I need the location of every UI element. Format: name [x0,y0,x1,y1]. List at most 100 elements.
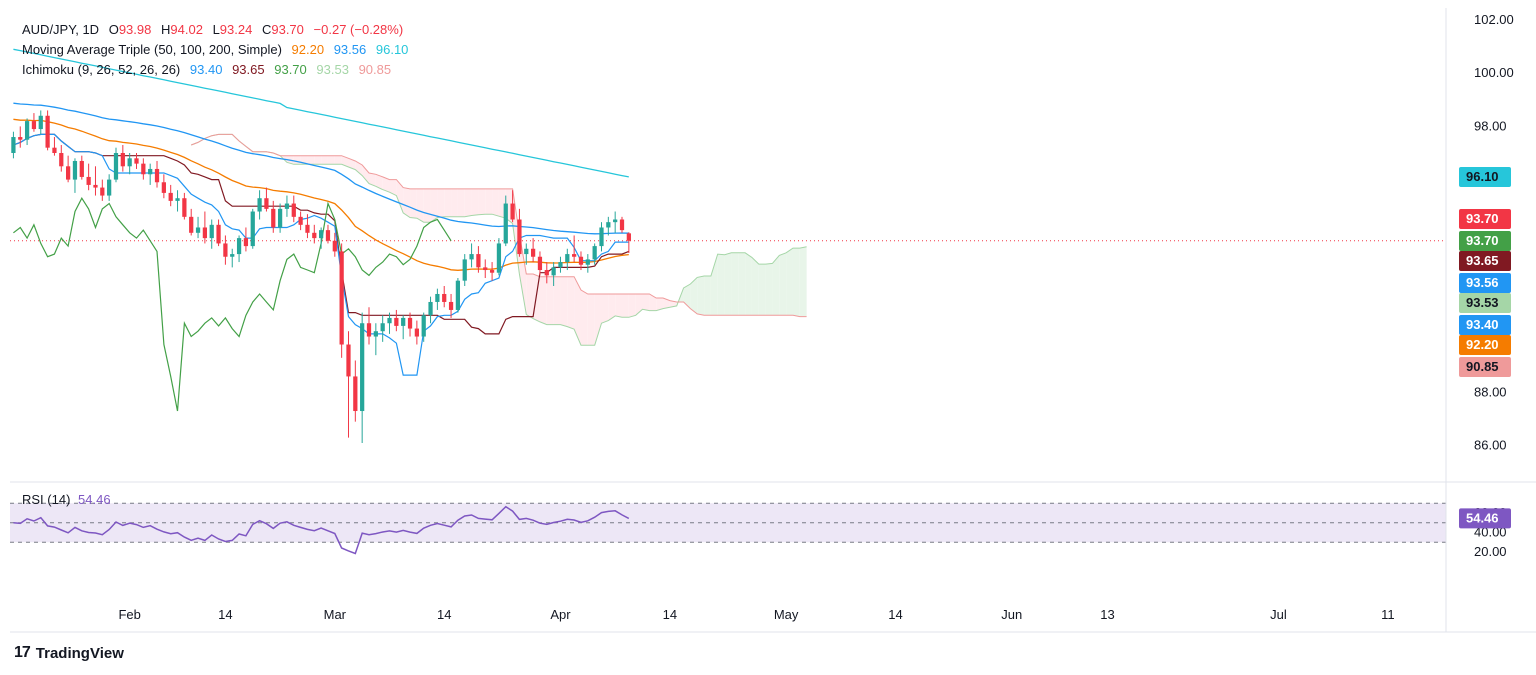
tradingview-logo[interactable]: 17 TradingView [14,644,124,662]
candle-body[interactable] [510,203,515,220]
candle-body[interactable] [592,246,597,260]
candle-body[interactable] [572,254,577,257]
ma-label[interactable]: Moving Average Triple (50, 100, 200, Sim… [22,42,282,57]
candle-body[interactable] [353,376,358,412]
ichimoku-label[interactable]: Ichimoku (9, 26, 52, 26, 26) [22,62,181,77]
candle-body[interactable] [401,317,406,326]
candle-body[interactable] [544,270,549,276]
candle-body[interactable] [86,176,91,185]
candle-body[interactable] [52,147,57,153]
candle-body[interactable] [619,219,625,231]
candle-body[interactable] [107,179,112,196]
candle-body[interactable] [613,219,618,223]
candle-body[interactable] [394,317,399,326]
candle-body[interactable] [517,219,522,255]
candle-body[interactable] [127,158,132,167]
candle-body[interactable] [599,227,604,247]
candle-body[interactable] [360,323,365,412]
candle-body[interactable] [483,267,488,271]
candle-body[interactable] [305,224,310,233]
candle-body[interactable] [428,301,433,316]
candle-body[interactable] [585,259,590,265]
candle-body[interactable] [503,203,508,244]
ichimoku-cloud-segment [471,188,479,216]
candle-body[interactable] [524,248,529,255]
candle-body[interactable] [59,153,64,167]
candle-body[interactable] [469,254,474,260]
candle-body[interactable] [325,230,331,241]
candle-body[interactable] [626,233,631,241]
candle-body[interactable] [414,328,419,337]
candle-body[interactable] [380,323,385,332]
candle-body[interactable] [202,227,208,239]
candle-body[interactable] [442,293,447,302]
candle-body[interactable] [537,256,543,271]
candle-body[interactable] [72,160,78,180]
candle-body[interactable] [448,301,454,310]
candle-body[interactable] [264,198,269,209]
candle-body[interactable] [223,243,228,257]
candle-body[interactable] [476,254,481,268]
candle-body[interactable] [271,208,276,228]
candle-body[interactable] [339,251,344,345]
candle-body[interactable] [45,115,50,148]
candle-body[interactable] [168,192,173,201]
candle-body[interactable] [148,168,153,175]
rsi-pane[interactable] [10,502,1446,555]
candle-body[interactable] [189,216,194,233]
candle-body[interactable] [558,262,563,268]
candle-body[interactable] [154,168,160,183]
candle-body[interactable] [421,315,426,337]
candle-body[interactable] [66,166,71,180]
candle-body[interactable] [435,293,440,302]
candle-body[interactable] [530,248,536,257]
candle-body[interactable] [100,187,105,196]
candle-body[interactable] [319,230,324,239]
candle-body[interactable] [31,121,37,130]
candle-body[interactable] [551,267,556,276]
candle-body[interactable] [496,243,502,273]
candle-body[interactable] [373,331,378,337]
candle-body[interactable] [79,160,84,177]
candle-body[interactable] [284,203,290,209]
candle-body[interactable] [113,153,119,180]
candle-body[interactable] [195,227,201,233]
candle-body[interactable] [489,270,495,273]
candle-body[interactable] [332,240,337,252]
candle-body[interactable] [366,323,372,337]
candle-body[interactable] [565,254,570,263]
candle-body[interactable] [298,216,303,225]
candle-body[interactable] [407,317,413,329]
candle-body[interactable] [134,158,139,164]
candle-body[interactable] [312,232,317,239]
candle-body[interactable] [250,211,255,247]
candle-body[interactable] [455,280,461,310]
candle-body[interactable] [175,198,180,201]
candle-body[interactable] [257,198,262,212]
rsi-label[interactable]: RSI (14) [22,492,71,507]
candle-body[interactable] [38,115,43,130]
candle-body[interactable] [161,182,166,193]
symbol-label[interactable]: AUD/JPY, 1D [22,22,100,37]
candle-body[interactable] [24,121,30,140]
candle-body[interactable] [18,137,23,140]
candle-body[interactable] [277,208,283,228]
candle-body[interactable] [120,153,125,167]
candle-body[interactable] [243,238,249,247]
candle-body[interactable] [11,137,16,153]
candle-body[interactable] [462,259,467,281]
candle-body[interactable] [578,256,584,265]
candle-body[interactable] [291,203,296,217]
price-pane[interactable] [10,48,1446,443]
candle-body[interactable] [216,224,221,244]
candle-body[interactable] [387,317,392,324]
candle-body[interactable] [230,254,235,257]
candle-body[interactable] [93,184,98,188]
candle-body[interactable] [141,163,146,175]
candle-body[interactable] [346,344,351,377]
candle-body[interactable] [236,238,242,255]
candle-body[interactable] [606,222,611,228]
candle-body[interactable] [182,198,187,217]
candle-body[interactable] [209,224,214,239]
